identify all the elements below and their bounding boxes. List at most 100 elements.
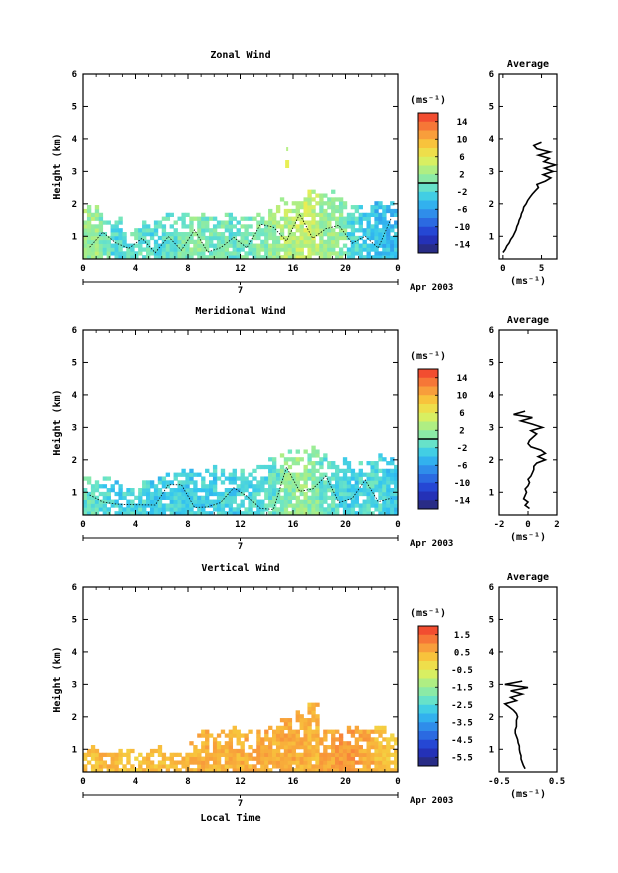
heatmap-cell <box>295 710 300 715</box>
heatmap-cell <box>358 224 363 229</box>
heatmap-cell <box>342 741 348 746</box>
heatmap-cell <box>335 208 340 214</box>
heatmap-cell <box>331 511 336 516</box>
heatmap-cell <box>315 737 320 742</box>
heatmap-cell <box>149 228 155 233</box>
heatmap-cell <box>94 232 100 237</box>
heatmap-cell <box>346 764 352 769</box>
heatmap-cell <box>134 232 139 237</box>
heatmap-cell <box>311 733 316 738</box>
heatmap-cell <box>307 472 312 477</box>
heatmap-cell <box>169 760 174 765</box>
heatmap-cell <box>118 748 123 754</box>
heatmap-cell <box>122 511 127 516</box>
heatmap-cell <box>350 476 356 481</box>
heatmap-cell <box>216 507 222 512</box>
heatmap-cell <box>86 212 92 217</box>
heatmap-cell <box>350 764 356 769</box>
heatmap-cell <box>130 232 135 237</box>
heatmap-cell <box>335 205 340 210</box>
heatmap-cell <box>272 752 277 757</box>
heatmap-cell <box>157 488 163 493</box>
heatmap-cell <box>295 488 300 493</box>
heatmap-cell <box>138 239 143 244</box>
heatmap-cell <box>248 756 253 761</box>
heatmap-cell <box>181 468 186 473</box>
heatmap-cell <box>335 472 340 477</box>
heatmap-cell <box>260 220 265 225</box>
heatmap-cell <box>236 503 241 508</box>
heatmap-cell <box>134 255 139 260</box>
heatmap-cell <box>224 212 230 217</box>
heatmap-cell <box>311 710 316 715</box>
heatmap-cell <box>335 476 340 481</box>
heatmap-cell <box>177 507 182 512</box>
heatmap-cell <box>106 255 111 260</box>
heatmap-cell <box>216 476 222 481</box>
heatmap-cell <box>185 476 190 481</box>
heatmap-cell <box>374 468 379 473</box>
heatmap-cell <box>303 499 308 504</box>
heatmap-cell <box>291 748 297 754</box>
heatmap-cell <box>220 232 226 237</box>
heatmap-cell <box>98 216 104 221</box>
heatmap-cell <box>287 208 293 214</box>
heatmap-cell <box>327 239 332 244</box>
heatmap-cell <box>94 212 100 217</box>
x-tick-label: 4 <box>133 264 139 274</box>
heatmap-cell <box>386 745 391 750</box>
heatmap-cell <box>342 745 348 750</box>
heatmap-cell <box>205 733 210 738</box>
x-tick-label: 8 <box>185 520 190 530</box>
heatmap-cell <box>252 748 257 754</box>
heatmap-cell <box>224 764 230 769</box>
heatmap-cell <box>181 224 186 229</box>
heatmap-cell <box>358 768 363 773</box>
heatmap-cell <box>161 507 167 512</box>
colorbar-tick-label: -14 <box>454 496 471 506</box>
heatmap-cell <box>86 255 92 260</box>
heatmap-cell <box>98 768 104 773</box>
heatmap-cell <box>212 745 218 750</box>
heatmap-cell <box>260 737 265 742</box>
heatmap-cell <box>157 511 163 516</box>
heatmap-cell <box>366 480 371 485</box>
colorbar-bin <box>418 669 438 679</box>
heatmap-cell <box>181 495 186 500</box>
heatmap-cell <box>287 476 293 481</box>
x-axis-label: Local Time <box>200 812 260 824</box>
heatmap-cell <box>248 232 253 237</box>
heatmap-cell <box>315 725 320 730</box>
heatmap-cell <box>331 243 336 248</box>
heatmap-cell <box>331 768 336 773</box>
heatmap-cell <box>220 511 226 516</box>
heatmap-cell <box>295 737 300 742</box>
heatmap-cell <box>303 239 308 244</box>
heatmap-cell <box>252 768 257 773</box>
heatmap-cell <box>382 476 387 481</box>
heatmap-cell <box>335 491 340 497</box>
heatmap-cell <box>134 251 139 256</box>
heatmap-cell <box>327 503 332 508</box>
heatmap-cell <box>350 243 356 248</box>
average-y-tick-label: 3 <box>489 423 494 433</box>
colorbar-bin <box>418 209 438 219</box>
heatmap-cell <box>346 756 352 761</box>
heatmap-cell <box>390 251 395 256</box>
heatmap-cell <box>260 488 265 493</box>
heatmap-cell <box>256 491 261 497</box>
y-tick-label: 5 <box>72 102 77 112</box>
heatmap-cell <box>130 503 135 508</box>
heatmap-cell <box>90 239 96 244</box>
heatmap-cell <box>319 768 324 773</box>
heatmap-cell <box>216 247 222 252</box>
heatmap-cell <box>279 745 285 750</box>
heatmap-cell <box>118 495 123 500</box>
heatmap-cell <box>236 737 241 742</box>
heatmap-cell <box>315 718 320 723</box>
heatmap-cell <box>256 503 261 508</box>
heatmap-cell <box>260 239 265 244</box>
heatmap-cell <box>86 491 92 497</box>
heatmap-cell <box>98 235 104 241</box>
heatmap-cell <box>327 197 332 202</box>
